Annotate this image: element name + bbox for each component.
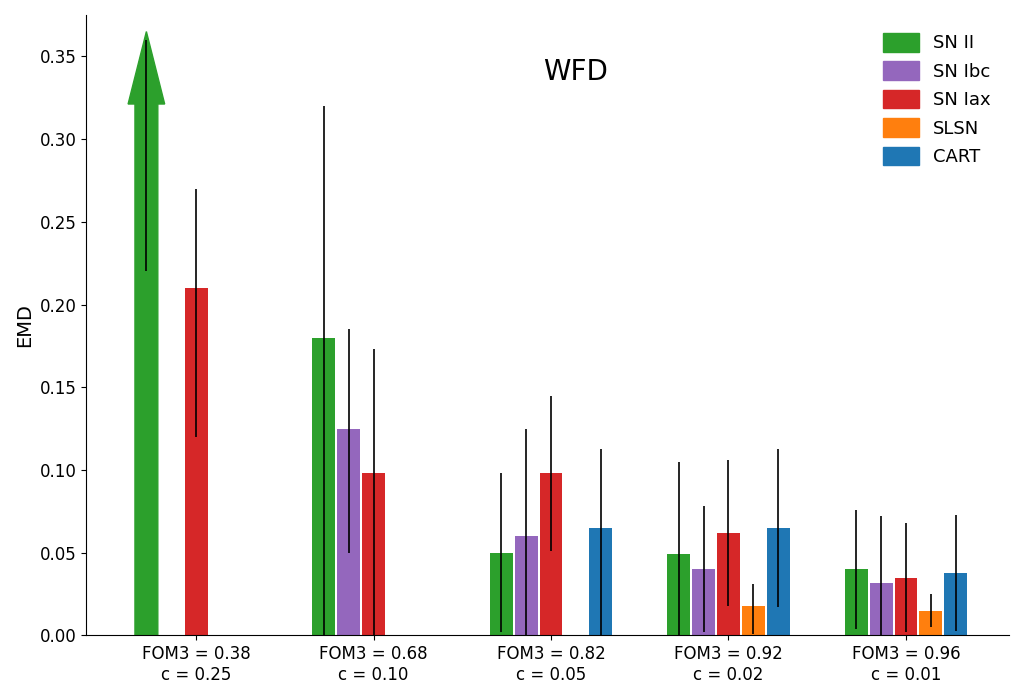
FancyArrow shape [128, 31, 165, 635]
Bar [717, 533, 740, 635]
Bar [845, 569, 867, 635]
Y-axis label: EMD: EMD [15, 303, 34, 347]
Bar [312, 338, 335, 635]
Bar [540, 473, 562, 635]
Legend: SN II, SN Ibc, SN Iax, SLSN, CART: SN II, SN Ibc, SN Iax, SLSN, CART [873, 24, 1000, 175]
Bar [515, 536, 538, 635]
Bar [692, 569, 715, 635]
Bar [489, 553, 513, 635]
Bar [589, 528, 612, 635]
Bar [944, 572, 967, 635]
Bar [920, 611, 942, 635]
Bar [337, 428, 360, 635]
Bar [895, 577, 918, 635]
Bar [668, 554, 690, 635]
Text: WFD: WFD [543, 59, 607, 87]
Bar [184, 288, 208, 635]
Bar [869, 582, 893, 635]
Bar [362, 473, 385, 635]
Bar [767, 528, 790, 635]
Bar [741, 606, 765, 635]
